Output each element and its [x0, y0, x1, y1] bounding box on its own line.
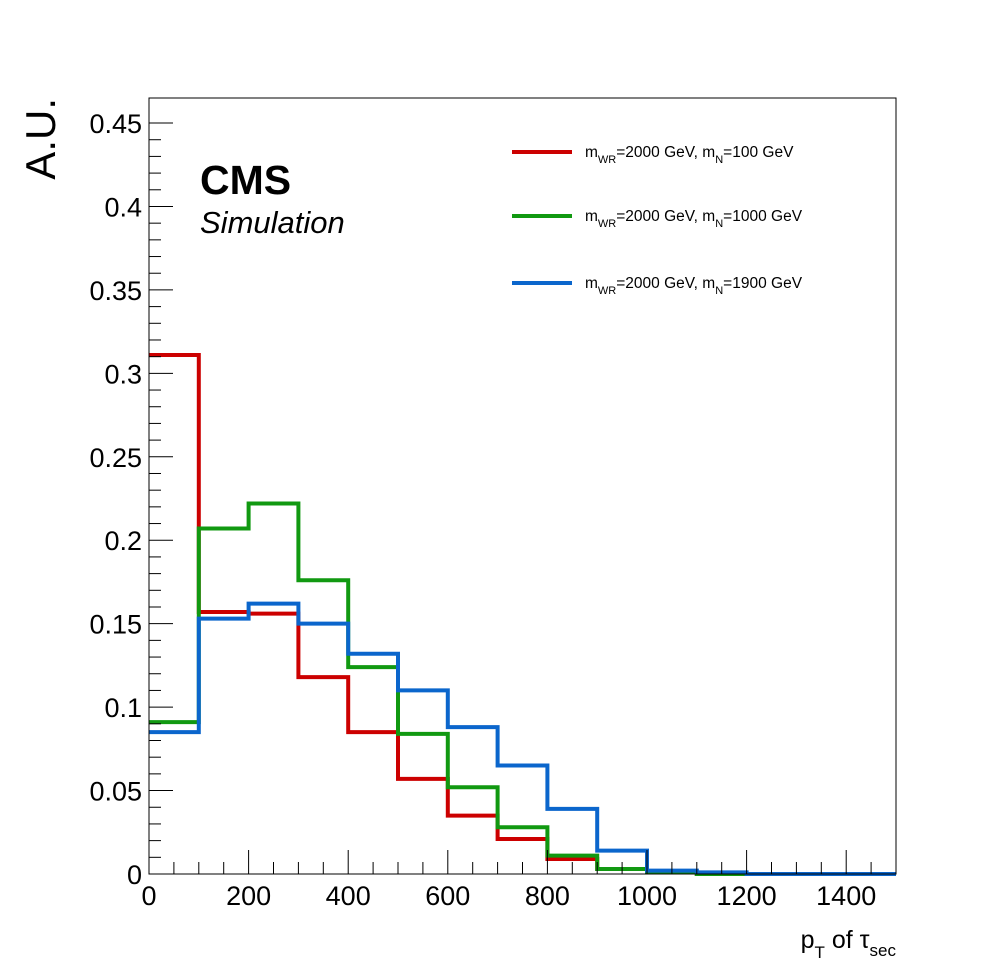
- x-tick-label: 800: [525, 881, 570, 911]
- plot-lines: [149, 353, 896, 876]
- x-tick-label: 200: [226, 881, 271, 911]
- y-tick-label: 0.2: [104, 526, 142, 556]
- x-axis-title-symbol: τ: [860, 926, 870, 954]
- x-axis-title-base-sub: T: [815, 943, 825, 962]
- x-tick-label: 1400: [816, 881, 876, 911]
- x-tick-label: 600: [425, 881, 470, 911]
- series-2-line: [149, 501, 896, 876]
- y-tick-label: 0.35: [89, 276, 142, 306]
- legend: mWR=2000 GeV, mN=100 GeV mWR=2000 GeV, mN…: [512, 144, 803, 297]
- series-1-line: [149, 353, 896, 876]
- simulation-label: Simulation: [200, 205, 345, 240]
- x-tick-label: 400: [326, 881, 371, 911]
- legend-entry-2: mWR=2000 GeV, mN=1000 GeV: [585, 208, 803, 230]
- axis-ticks: [148, 122, 897, 875]
- x-axis-title: pT of τsec: [801, 926, 897, 962]
- cms-label: CMS: [200, 157, 291, 203]
- x-axis-title-base: p: [801, 926, 815, 954]
- y-axis-title: A.U.: [17, 98, 64, 180]
- y-tick-label: 0.15: [89, 610, 142, 640]
- series-3-line: [149, 601, 896, 876]
- legend-entry-1: mWR=2000 GeV, mN=100 GeV: [585, 144, 794, 166]
- axis-tick-labels: 0 200 400 600 800 1000 1200 1400 0 0.05 0.1 0.15 0.2…: [89, 109, 876, 911]
- y-tick-label: 0.05: [89, 777, 142, 807]
- legend-entry-3: mWR=2000 GeV, mN=1900 GeV: [585, 275, 803, 297]
- x-tick-label: 0: [141, 881, 156, 911]
- x-tick-label: 1200: [717, 881, 777, 911]
- x-axis-title-mid: of: [825, 926, 860, 954]
- y-tick-label: 0.25: [89, 443, 142, 473]
- y-tick-label: 0: [127, 860, 142, 890]
- y-tick-label: 0.1: [104, 693, 142, 723]
- y-tick-label: 0.3: [104, 359, 142, 389]
- x-tick-label: 1000: [617, 881, 677, 911]
- x-axis-title-symbol-sub: sec: [870, 941, 897, 960]
- y-tick-label: 0.4: [104, 192, 142, 222]
- y-tick-label: 0.45: [89, 109, 142, 139]
